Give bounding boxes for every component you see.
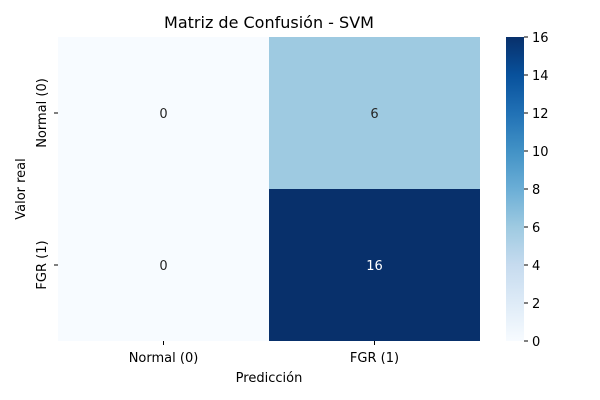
- cell-value-label: 16: [366, 259, 383, 274]
- x-axis: Normal (0) FGR (1): [129, 341, 399, 366]
- heatmap-cell: [58, 37, 269, 189]
- colorbar-tick-label: 4: [532, 259, 540, 274]
- y-tick-label: FGR (1): [35, 240, 50, 289]
- cell-value-label: 0: [159, 259, 167, 274]
- heatmap-cell: [269, 189, 480, 341]
- heatmap-cells: 0 6 0 16: [58, 37, 480, 341]
- chart-title: Matriz de Confusión - SVM: [164, 13, 374, 32]
- x-tick-label: Normal (0): [129, 351, 199, 366]
- colorbar-tick-label: 8: [532, 183, 540, 198]
- heatmap-cell: [58, 189, 269, 341]
- colorbar: [506, 37, 524, 341]
- colorbar-tick-label: 6: [532, 221, 540, 236]
- y-axis-label: Valor real: [14, 158, 29, 220]
- colorbar-tick-label: 14: [532, 69, 549, 84]
- y-axis: Normal (0) FGR (1): [35, 78, 58, 290]
- x-axis-label: Predicción: [236, 371, 303, 386]
- colorbar-tick-label: 0: [532, 335, 540, 350]
- cell-value-label: 6: [370, 107, 378, 122]
- colorbar-tick-label: 16: [532, 31, 549, 46]
- x-tick-label: FGR (1): [350, 351, 399, 366]
- colorbar-axis: 0 2 4 6 8 10 12 14 16: [524, 31, 549, 350]
- cell-value-label: 0: [159, 107, 167, 122]
- y-tick-label: Normal (0): [35, 78, 50, 148]
- colorbar-tick-label: 2: [532, 297, 540, 312]
- colorbar-tick-label: 12: [532, 107, 549, 122]
- colorbar-tick-label: 10: [532, 145, 549, 160]
- heatmap-cell: [269, 37, 480, 189]
